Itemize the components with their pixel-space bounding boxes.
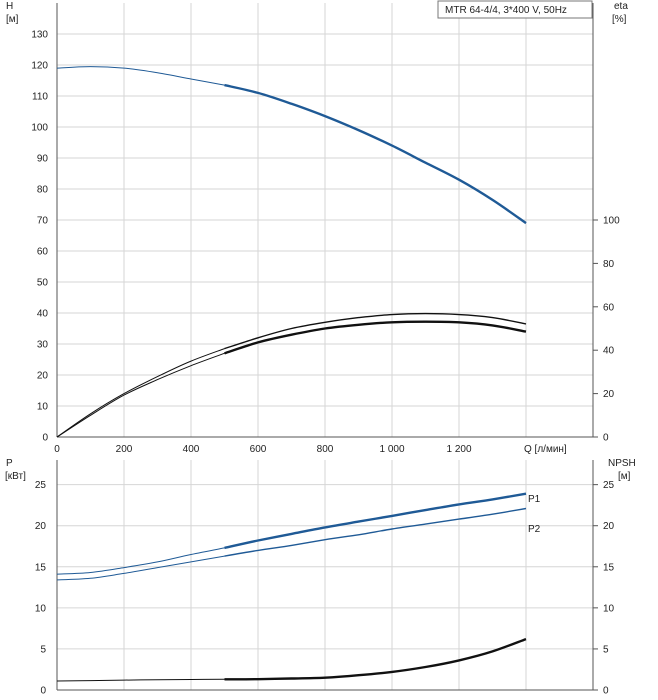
- p-tick-label: 25: [35, 480, 47, 491]
- npsh-axis-unit: [м]: [618, 471, 631, 482]
- npsh-tick-label: 5: [603, 644, 609, 655]
- head-axis-unit: [м]: [6, 14, 19, 25]
- p-tick-label: 10: [35, 603, 47, 614]
- npsh-tick-label: 15: [603, 562, 615, 573]
- title-box: [437, 0, 593, 19]
- bottom-panel-curves: [56, 492, 527, 682]
- x-tick-label: 800: [317, 444, 334, 455]
- p-tick-label: 20: [35, 521, 47, 532]
- y-tick-label: 70: [37, 216, 49, 227]
- npsh-curve: [224, 637, 527, 681]
- y-tick-label: 90: [37, 154, 49, 165]
- y2-tick-label: 60: [603, 302, 615, 313]
- head-curve: [224, 83, 527, 225]
- npsh-tick-label: 20: [603, 521, 615, 532]
- y-tick-label: 130: [31, 30, 48, 41]
- x-tick-label: 1 000: [379, 444, 404, 455]
- eta-axis-title: eta: [614, 1, 628, 12]
- y2-tick-label: 0: [603, 433, 609, 444]
- y-tick-label: 110: [32, 92, 48, 103]
- x-tick-label: 600: [250, 444, 267, 455]
- efficiency-curve-thin: [56, 352, 225, 438]
- y-tick-label: 50: [37, 278, 49, 289]
- power-axis-title: P: [6, 458, 13, 469]
- efficiency-curve: [224, 320, 527, 355]
- p2-curve: [224, 507, 527, 557]
- p-tick-label: 5: [40, 644, 46, 655]
- npsh-tick-label: 10: [603, 603, 615, 614]
- p-tick-label: 0: [40, 686, 46, 697]
- y2-tick-label: 20: [603, 389, 615, 400]
- y-tick-label: 30: [37, 340, 49, 351]
- efficiency-upper-curve-thin: [56, 348, 225, 438]
- eta-axis-unit: [%]: [612, 14, 627, 25]
- npsh-axis-title: NPSH: [608, 458, 636, 469]
- y2-tick-label: 100: [603, 216, 620, 227]
- y-tick-label: 100: [31, 123, 48, 134]
- y-tick-label: 20: [37, 371, 49, 382]
- bottom-panel-tick-labels: 0 5 10 15 20 25 0 5 10 15 20 25: [35, 480, 615, 696]
- head-curve-thin: [56, 66, 225, 86]
- p2-curve-thin: [56, 555, 225, 581]
- top-panel-curves: [56, 66, 527, 438]
- flow-axis-title: Q [л/мин]: [524, 444, 567, 455]
- npsh-tick-label: 25: [603, 480, 615, 491]
- npsh-tick-label: 0: [603, 686, 609, 697]
- p1-curve-thin: [56, 547, 225, 575]
- y2-tick-label: 80: [603, 259, 615, 270]
- y-tick-label: 120: [31, 61, 48, 72]
- x-tick-label: 400: [183, 444, 200, 455]
- p-tick-label: 15: [35, 562, 47, 573]
- y2-tick-label: 40: [603, 346, 615, 357]
- head-axis-title: H: [6, 1, 13, 12]
- y-tick-label: 40: [37, 309, 49, 320]
- y-tick-label: 60: [37, 247, 49, 258]
- x-tick-label: 1 200: [446, 444, 471, 455]
- bottom-panel-grid: [56, 460, 598, 691]
- y-tick-label: 0: [42, 433, 48, 444]
- top-panel-grid: [56, 3, 598, 438]
- y-tick-label: 80: [37, 185, 49, 196]
- efficiency-upper-curve: [224, 312, 527, 350]
- x-tick-label: 0: [54, 444, 60, 455]
- p2-label: P2: [528, 524, 541, 535]
- x-tick-label: 200: [116, 444, 133, 455]
- p1-label: P1: [528, 494, 541, 505]
- y-tick-label: 10: [37, 402, 49, 413]
- power-axis-unit: [кВт]: [5, 471, 26, 482]
- p1-curve: [224, 492, 527, 550]
- npsh-curve-thin: [56, 678, 225, 682]
- chart-title: MTR 64-4/4, 3*400 V, 50Hz: [445, 5, 567, 16]
